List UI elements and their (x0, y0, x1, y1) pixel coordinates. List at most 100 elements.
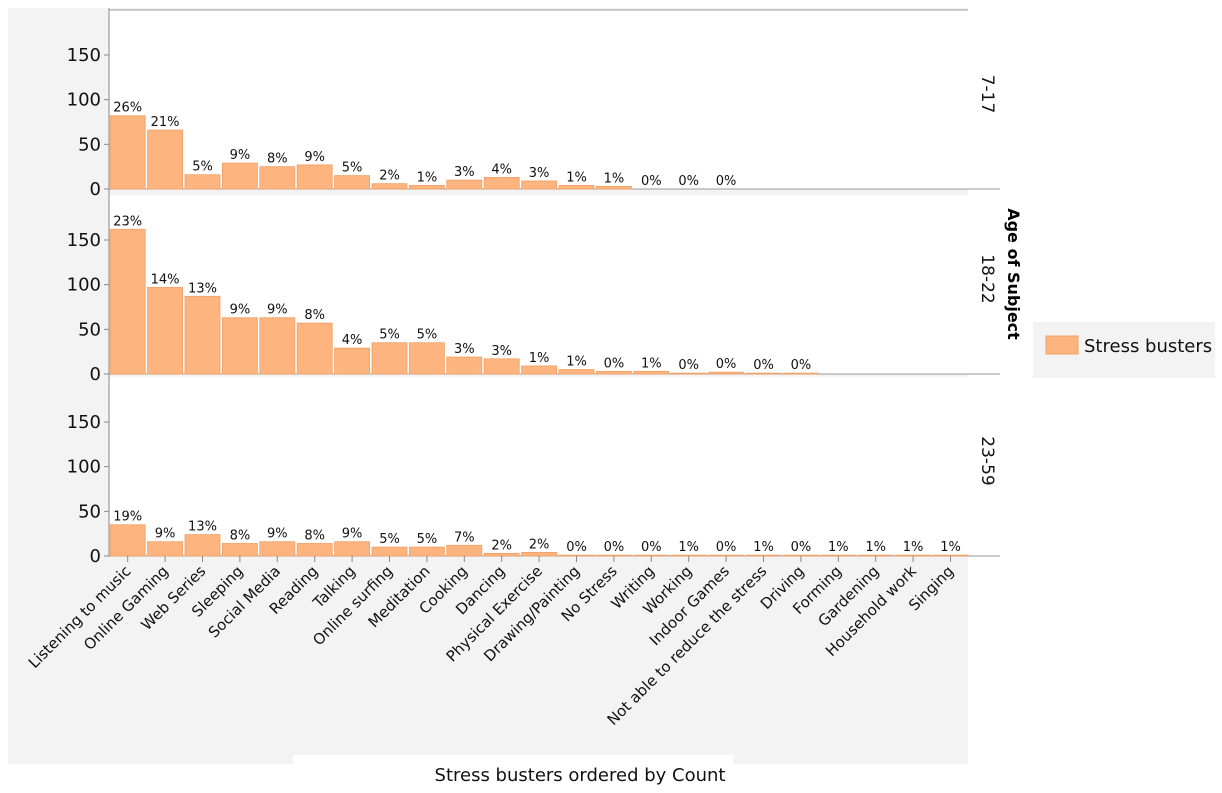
facet-18-22: 0 50 100 150 18-22 23% 14% 13% 9% 9% 8% 4% 5% 5% 3% 3% 1… (67, 214, 1000, 385)
data-label: 0% (678, 358, 699, 373)
data-label: 5% (342, 161, 363, 176)
bar (221, 317, 258, 375)
y-tick-label: 150 (67, 412, 101, 433)
y-tick-label: 150 (67, 230, 101, 251)
bar (408, 342, 445, 375)
bar (521, 365, 557, 375)
bar (745, 372, 782, 375)
data-label: 5% (192, 160, 213, 175)
data-label: 4% (342, 333, 363, 348)
bar (783, 554, 819, 557)
bar (521, 180, 557, 190)
data-label: 0% (604, 540, 625, 555)
data-label: 21% (151, 115, 180, 130)
y-tick-label: 50 (78, 319, 101, 340)
data-label: 5% (379, 532, 400, 547)
data-label: 1% (529, 351, 550, 366)
legend-label: Stress busters (1084, 336, 1212, 357)
data-label: 2% (491, 538, 512, 553)
data-label: 26% (113, 101, 142, 116)
data-label: 1% (940, 540, 961, 555)
data-label: 5% (417, 532, 438, 547)
bar (633, 554, 670, 557)
bar (184, 534, 221, 557)
right-strip-background (968, 8, 1028, 758)
y-tick-label: 100 (67, 90, 101, 111)
facet-label: 7-17 (977, 75, 997, 114)
data-label: 0% (678, 174, 699, 189)
bar (932, 554, 969, 557)
bar (558, 185, 595, 190)
data-label: 9% (267, 527, 288, 542)
bar (745, 554, 782, 557)
data-label: 13% (188, 520, 217, 535)
data-label: 1% (903, 540, 924, 555)
bar (221, 543, 258, 557)
y-tick-label: 0 (90, 179, 101, 200)
data-label: 0% (604, 356, 625, 371)
data-label: 1% (828, 540, 849, 555)
data-label: 0% (641, 540, 662, 555)
data-label: 23% (113, 214, 142, 229)
bar (147, 286, 184, 375)
data-label: 14% (151, 272, 180, 287)
data-label: 13% (188, 281, 217, 296)
bar (334, 347, 371, 375)
bar (596, 370, 632, 375)
bar (446, 356, 483, 375)
bar (558, 554, 595, 557)
data-label: 9% (304, 150, 325, 165)
data-label: 0% (791, 358, 812, 373)
bar (446, 544, 483, 557)
bar (147, 541, 184, 557)
data-label: 2% (379, 169, 400, 184)
bar (296, 322, 333, 375)
data-label: 9% (267, 303, 288, 318)
bar (147, 129, 184, 190)
data-label: 1% (641, 356, 662, 371)
bar (558, 369, 595, 375)
y-tick-label: 0 (90, 364, 101, 385)
data-label: 1% (566, 355, 587, 370)
bar (371, 183, 408, 190)
bar (371, 546, 408, 557)
bar (521, 552, 557, 557)
data-label: 9% (230, 303, 251, 318)
data-label: 4% (491, 162, 512, 177)
data-label: 19% (113, 510, 142, 525)
data-label: 1% (753, 540, 774, 555)
bar (483, 552, 520, 557)
data-label: 8% (304, 528, 325, 543)
data-label: 3% (529, 166, 550, 181)
bar (446, 179, 483, 190)
bar (670, 372, 707, 375)
data-label: 0% (641, 174, 662, 189)
facet-plot-area-3 (109, 377, 968, 556)
bar (783, 372, 819, 375)
bar (184, 174, 221, 190)
bar (408, 185, 445, 190)
data-label: 8% (230, 528, 251, 543)
bar (670, 554, 707, 557)
data-label: 3% (454, 342, 475, 357)
bar (296, 543, 333, 557)
facet-23-59: 0 50 100 150 23-59 19% 9% 13% 8% 9% 8% 9% 5% 5% 7% 2% 2%… (67, 412, 1000, 567)
bar (259, 541, 296, 557)
data-label: 2% (529, 537, 550, 552)
data-label: 1% (566, 170, 587, 185)
data-label: 0% (753, 358, 774, 373)
data-label: 8% (304, 308, 325, 323)
y-tick-label: 50 (78, 134, 101, 155)
bar (259, 166, 296, 190)
bar (857, 554, 894, 557)
data-label: 9% (230, 148, 251, 163)
data-label: 0% (566, 540, 587, 555)
y-tick-label: 50 (78, 501, 101, 522)
bar (334, 541, 371, 557)
data-label: 5% (417, 328, 438, 343)
bar (596, 554, 632, 557)
y-tick-label: 150 (67, 45, 101, 66)
legend: Stress busters (1033, 322, 1215, 378)
